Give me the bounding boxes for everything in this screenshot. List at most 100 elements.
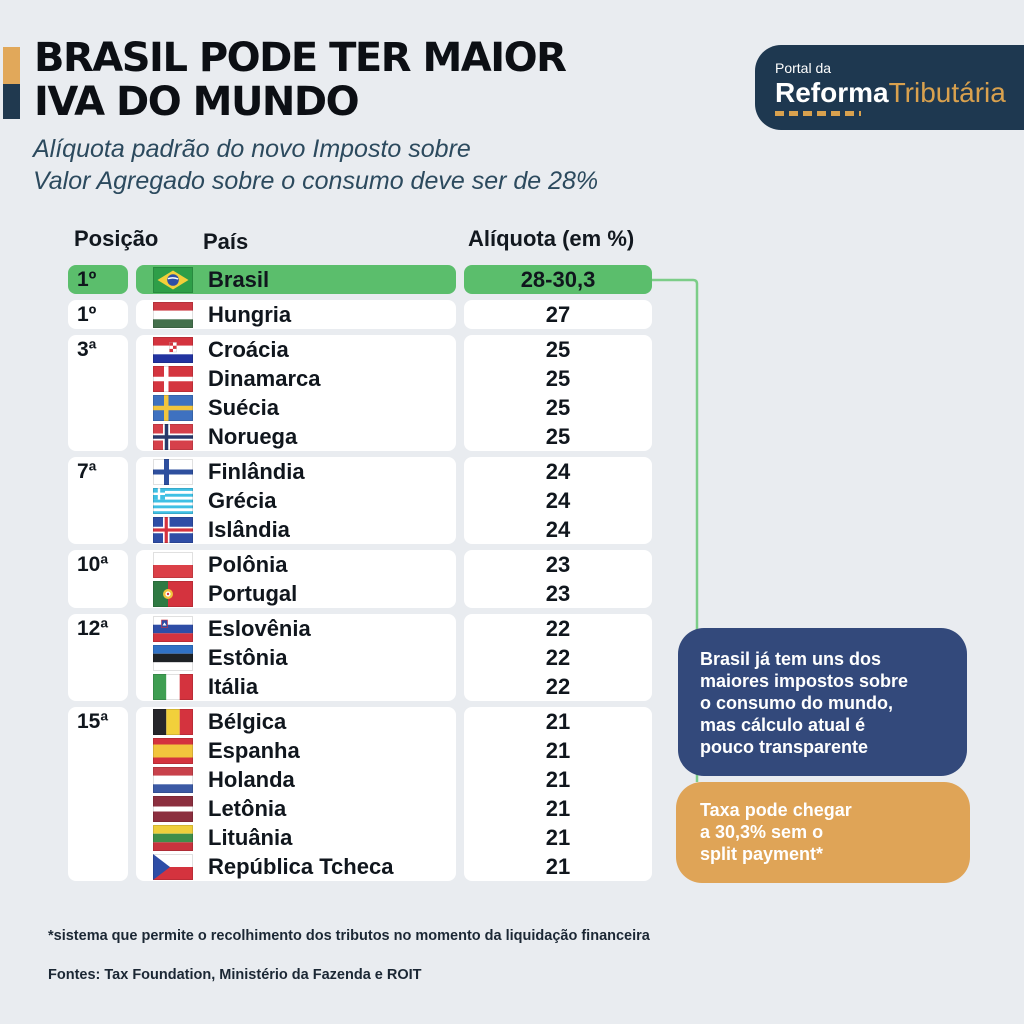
sources-line: Fontes: Tax Foundation, Ministério da Fa… <box>48 967 422 983</box>
rate-group-card: 22 22 22 <box>464 614 652 701</box>
country-row: Itália <box>136 672 456 701</box>
position-label: 3ª <box>77 337 97 361</box>
country-row: Suécia <box>136 393 456 422</box>
rate-value: 27 <box>545 301 571 327</box>
country-row: Grécia <box>136 486 456 515</box>
flag-denmark-icon <box>153 365 193 392</box>
country-name: Letônia <box>208 795 287 821</box>
flag-sweden-icon <box>153 394 193 421</box>
rate-value: 21 <box>545 853 571 879</box>
country-group-card: Eslovênia Estônia Itália <box>136 614 456 701</box>
column-header-country: País <box>203 229 249 254</box>
country-row: Croácia <box>136 335 456 364</box>
page-subtitle: Alíquota padrão do novo Imposto sobre Va… <box>33 135 599 195</box>
accent-orange-block <box>3 47 20 84</box>
rate-value: 23 <box>545 551 571 577</box>
position-cell: 15ª <box>68 707 128 736</box>
country-name: Bélgica <box>208 708 287 734</box>
flag-latvia-icon <box>153 795 193 822</box>
country-name: Portugal <box>208 580 298 606</box>
country-row: Dinamarca <box>136 364 456 393</box>
rate-group-card: 25 25 25 25 <box>464 335 652 451</box>
rate-value: 21 <box>545 795 571 821</box>
position-label: 12ª <box>77 616 109 640</box>
title-accent-bar <box>3 47 20 119</box>
country-name: Espanha <box>208 737 300 763</box>
flag-greece-icon <box>153 487 193 514</box>
position-label: 7ª <box>77 459 97 483</box>
position-label: 15ª <box>77 709 109 733</box>
country-name: Itália <box>208 673 259 699</box>
flag-finland-icon <box>153 458 193 485</box>
flag-czechia-icon <box>153 853 193 880</box>
country-name: Eslovênia <box>208 615 311 641</box>
position-group-card: 3ª <box>68 335 128 451</box>
column-header-rate: Alíquota (em %) <box>468 226 635 251</box>
country-row: Estônia <box>136 643 456 672</box>
flag-norway-icon <box>153 423 193 450</box>
rate-value: 25 <box>545 423 571 449</box>
position-cell: 1º <box>68 265 128 294</box>
position-group-card: 12ª <box>68 614 128 701</box>
rate-value: 24 <box>545 458 571 484</box>
rate-value: 25 <box>545 336 571 362</box>
page-title-line2: IVA DO MUNDO <box>34 79 360 125</box>
accent-navy-block <box>3 84 20 119</box>
flag-spain-icon <box>153 737 193 764</box>
country-group-card: Bélgica Espanha Holanda Letônia Lituânia Repú… <box>136 707 456 881</box>
logo-top-text: Portal da <box>775 60 832 76</box>
flag-slovenia-icon <box>153 615 193 642</box>
logo-brand-light: Tributária <box>888 77 1006 108</box>
position-cell: 7ª <box>68 457 128 486</box>
country-group-card: Brasil <box>136 265 456 294</box>
position-label: 1º <box>77 267 97 291</box>
country-name: Estônia <box>208 644 288 670</box>
logo-brand-bold: Reforma <box>775 77 889 108</box>
country-name: Dinamarca <box>208 365 321 391</box>
country-row: Eslovênia <box>136 614 456 643</box>
position-group-card: 15ª <box>68 707 128 881</box>
rate-value: 21 <box>545 766 571 792</box>
country-group-card: Hungria <box>136 300 456 329</box>
country-name: Brasil <box>208 266 270 292</box>
flag-portugal-icon <box>153 580 193 607</box>
country-group-card: Finlândia Grécia Islândia <box>136 457 456 544</box>
rate-value: 28-30,3 <box>464 265 652 294</box>
brand-logo: Portal da ReformaTributária <box>755 45 1024 130</box>
position-cell: 12ª <box>68 614 128 643</box>
flag-belgium-icon <box>153 708 193 735</box>
position-group-card: 1º <box>68 265 128 294</box>
country-name: Islândia <box>208 516 290 542</box>
country-group-card: Croácia Dinamarca Suécia Noruega <box>136 335 456 451</box>
country-group-card: Polônia Portugal <box>136 550 456 608</box>
position-label: 10ª <box>77 552 109 576</box>
position-label: 1º <box>77 302 97 326</box>
rate-group-card: 27 <box>464 300 652 329</box>
column-header-position: Posição <box>74 226 159 251</box>
flag-poland-icon <box>153 551 193 578</box>
country-name: Noruega <box>208 423 298 449</box>
rate-value: 24 <box>545 487 571 513</box>
country-row: Brasil <box>136 265 456 294</box>
position-cell: 3ª <box>68 335 128 364</box>
country-name: Holanda <box>208 766 295 792</box>
country-name: Polônia <box>208 551 288 577</box>
country-name: Grécia <box>208 487 277 513</box>
flag-estonia-icon <box>153 644 193 671</box>
rate-value: 25 <box>545 394 571 420</box>
rate-group-card: 28-30,3 <box>464 265 652 294</box>
rate-value: 21 <box>545 708 571 734</box>
flag-iceland-icon <box>153 516 193 543</box>
flag-hungary-icon <box>153 301 193 328</box>
country-row: Portugal <box>136 579 456 608</box>
country-name: Hungria <box>208 301 292 327</box>
country-row: Lituânia <box>136 823 456 852</box>
country-row: República Tcheca <box>136 852 456 881</box>
position-cell: 10ª <box>68 550 128 579</box>
country-name: República Tcheca <box>208 853 394 879</box>
country-row: Holanda <box>136 765 456 794</box>
country-row: Polônia <box>136 550 456 579</box>
rate-value: 21 <box>545 824 571 850</box>
rate-value: 24 <box>545 516 571 542</box>
